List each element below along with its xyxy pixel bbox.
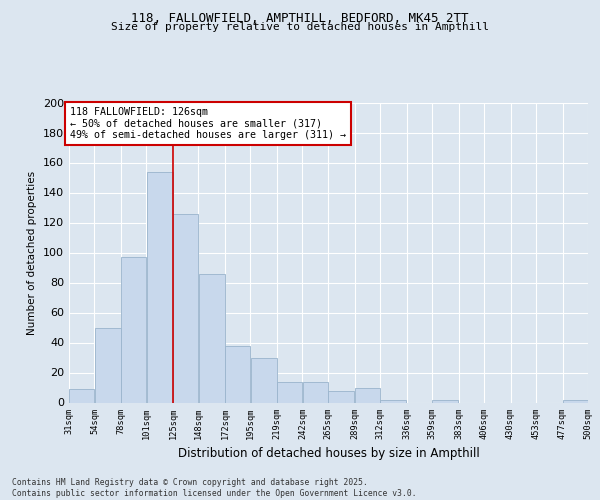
Bar bbox=[355, 388, 380, 402]
Bar bbox=[225, 346, 250, 403]
Bar bbox=[380, 400, 406, 402]
Bar bbox=[121, 257, 146, 402]
Bar bbox=[563, 400, 588, 402]
X-axis label: Distribution of detached houses by size in Ampthill: Distribution of detached houses by size … bbox=[178, 447, 479, 460]
Bar bbox=[69, 389, 94, 402]
Text: Size of property relative to detached houses in Ampthill: Size of property relative to detached ho… bbox=[111, 22, 489, 32]
Bar bbox=[432, 400, 458, 402]
Text: Contains HM Land Registry data © Crown copyright and database right 2025.
Contai: Contains HM Land Registry data © Crown c… bbox=[12, 478, 416, 498]
Bar bbox=[277, 382, 302, 402]
Bar bbox=[173, 214, 199, 402]
Bar bbox=[302, 382, 328, 402]
Text: 118, FALLOWFIELD, AMPTHILL, BEDFORD, MK45 2TT: 118, FALLOWFIELD, AMPTHILL, BEDFORD, MK4… bbox=[131, 12, 469, 26]
Bar bbox=[328, 390, 355, 402]
Text: 118 FALLOWFIELD: 126sqm
← 50% of detached houses are smaller (317)
49% of semi-d: 118 FALLOWFIELD: 126sqm ← 50% of detache… bbox=[70, 107, 346, 140]
Bar bbox=[251, 358, 277, 403]
Bar bbox=[95, 328, 121, 402]
Bar bbox=[146, 172, 173, 402]
Bar bbox=[199, 274, 225, 402]
Y-axis label: Number of detached properties: Number of detached properties bbox=[28, 170, 37, 334]
